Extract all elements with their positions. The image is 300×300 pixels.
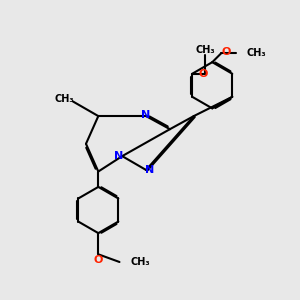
Text: O: O bbox=[199, 69, 208, 79]
Text: O: O bbox=[222, 47, 231, 57]
Text: N: N bbox=[141, 110, 151, 120]
Text: CH₃: CH₃ bbox=[195, 45, 215, 55]
Text: CH₃: CH₃ bbox=[55, 94, 74, 104]
Text: N: N bbox=[114, 151, 123, 161]
Text: CH₃: CH₃ bbox=[130, 257, 150, 267]
Text: O: O bbox=[94, 255, 103, 265]
Text: CH₃: CH₃ bbox=[247, 48, 266, 58]
Text: N: N bbox=[145, 165, 154, 175]
